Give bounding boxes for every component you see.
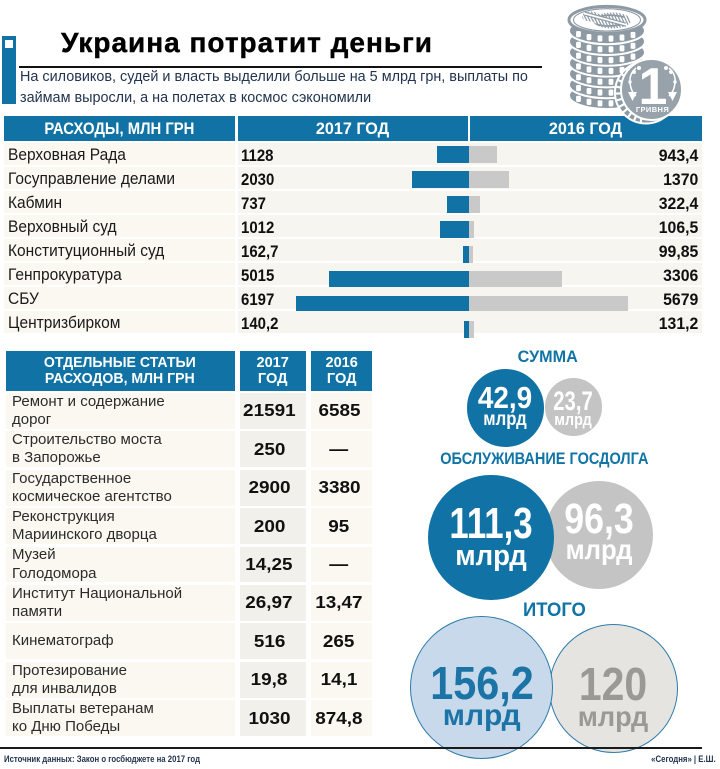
svg-text:1: 1	[639, 58, 668, 116]
svg-text:ГРИВНЯ: ГРИВНЯ	[636, 105, 669, 114]
